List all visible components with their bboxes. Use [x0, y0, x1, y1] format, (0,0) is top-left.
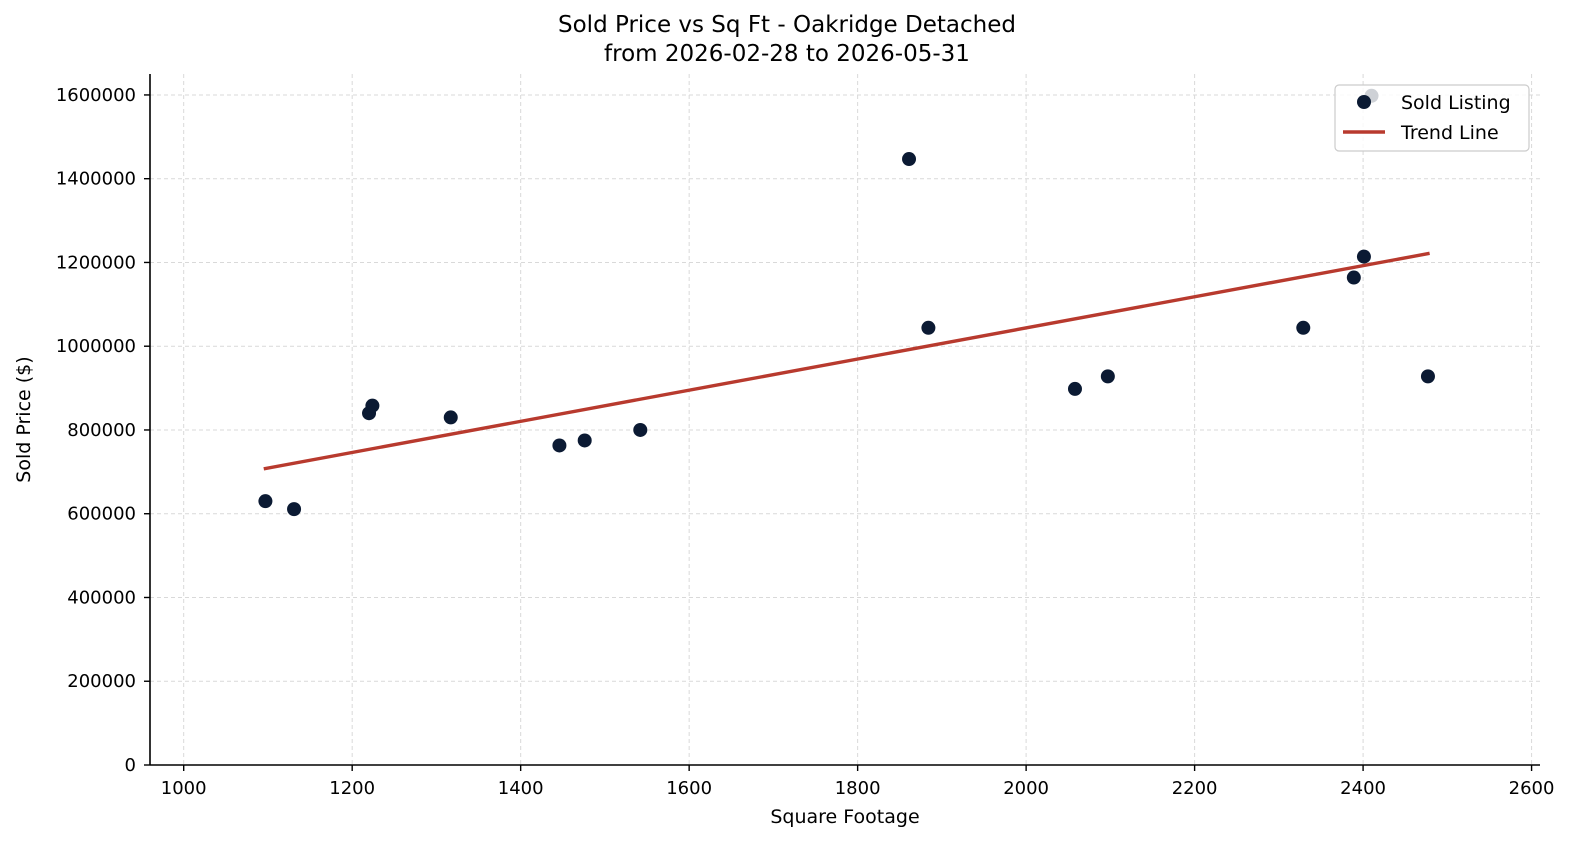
- data-point: [633, 422, 648, 437]
- y-tick-label: 1000000: [56, 336, 136, 357]
- data-point: [287, 502, 302, 517]
- data-point: [443, 410, 458, 425]
- legend-marker-swatch: [1357, 95, 1371, 109]
- x-tick-label: 2200: [1172, 778, 1218, 799]
- x-tick-label: 2400: [1340, 778, 1386, 799]
- data-point: [552, 438, 567, 453]
- trend-series: [263, 251, 1430, 471]
- data-point: [1067, 381, 1082, 396]
- y-tick-label: 1600000: [56, 85, 136, 106]
- data-point: [577, 433, 592, 448]
- data-point: [1356, 249, 1371, 264]
- data-point: [921, 320, 936, 335]
- legend: Sold Listing Trend Line: [1334, 84, 1530, 152]
- scatter-series: [258, 88, 1435, 517]
- y-tick-label: 1400000: [56, 169, 136, 190]
- x-tick-label: 1800: [835, 778, 881, 799]
- chart-title: Sold Price vs Sq Ft - Oakridge Detached: [558, 12, 1016, 38]
- grid: [150, 74, 1540, 766]
- x-tick-label: 1400: [498, 778, 544, 799]
- x-tick-label: 1200: [329, 778, 375, 799]
- x-tick-label: 2600: [1509, 778, 1555, 799]
- y-tick-label: 800000: [67, 420, 136, 441]
- data-point: [365, 398, 380, 413]
- trend-line: [263, 251, 1430, 471]
- x-tick-label: 1600: [666, 778, 712, 799]
- y-tick-label: 200000: [67, 671, 136, 692]
- data-point: [1296, 320, 1311, 335]
- y-tick-label: 400000: [67, 587, 136, 608]
- data-point: [1346, 270, 1361, 285]
- axes: [149, 74, 1540, 766]
- ticks: 1000 1200 1400 1600 1800 2000 2200 2400 2600 0 200…: [56, 85, 1555, 799]
- y-tick-label: 600000: [67, 504, 136, 525]
- x-tick-label: 2000: [1003, 778, 1049, 799]
- legend-label: Trend Line: [1400, 122, 1499, 144]
- y-axis-label: Sold Price ($): [13, 356, 35, 482]
- legend-box: [1334, 84, 1530, 152]
- x-tick-label: 1000: [161, 778, 207, 799]
- data-point: [902, 152, 917, 167]
- data-point: [258, 494, 273, 509]
- x-axis-label: Square Footage: [770, 806, 919, 828]
- data-point: [1100, 369, 1115, 384]
- legend-label: Sold Listing: [1401, 92, 1511, 114]
- data-point: [1420, 369, 1435, 384]
- chart-subtitle: from 2026-02-28 to 2026-05-31: [604, 41, 970, 67]
- y-tick-label: 0: [125, 755, 136, 776]
- y-tick-label: 1200000: [56, 252, 136, 273]
